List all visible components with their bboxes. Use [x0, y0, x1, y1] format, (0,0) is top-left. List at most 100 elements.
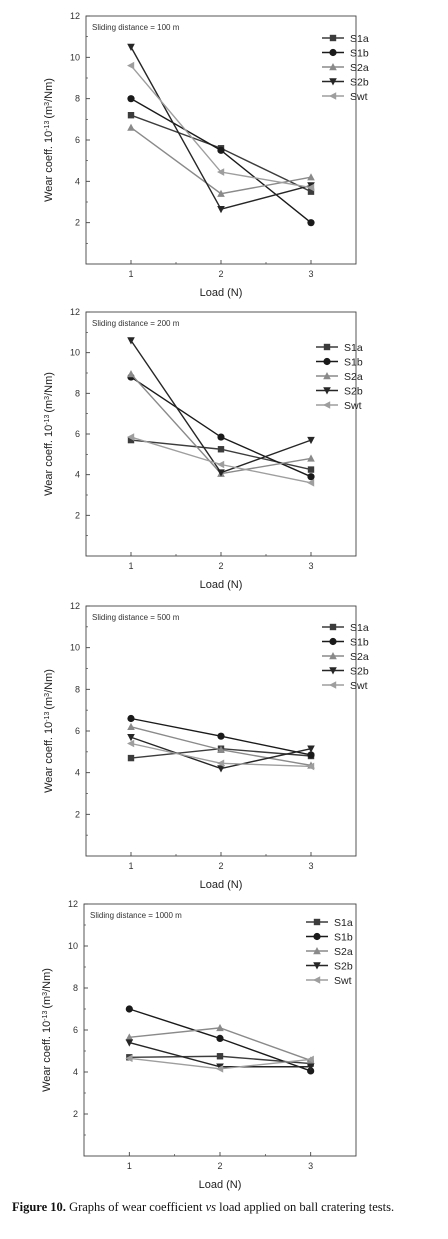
legend-marker-S1b	[313, 932, 321, 941]
series-line-S2b	[130, 340, 312, 474]
sliding-distance-annotation: Sliding distance = 100 m	[92, 23, 180, 32]
y-tick-label: 8	[75, 388, 80, 398]
legend-label-S1b: S1b	[334, 932, 353, 944]
series-line-S1b	[130, 98, 312, 224]
legend-marker-S2b	[323, 387, 331, 395]
data-point-S2a	[127, 722, 135, 731]
legend-label-S2b: S2b	[334, 961, 353, 973]
legend-marker-Swt	[329, 92, 337, 100]
y-tick-label: 4	[75, 176, 80, 186]
legend-marker-S1b	[323, 357, 331, 366]
sliding-distance-annotation: Sliding distance = 1000 m	[90, 911, 182, 920]
x-tick-label: 1	[128, 861, 133, 871]
data-point-S2b	[217, 206, 225, 214]
legend-label-S1b: S1b	[344, 357, 363, 369]
data-point-S1b	[217, 146, 225, 154]
data-point-S1b	[216, 1034, 224, 1042]
data-point-Swt	[217, 460, 225, 469]
data-point-Swt	[306, 1055, 314, 1064]
legend-marker-S2b	[329, 78, 337, 86]
legend-label-S1b: S1b	[350, 637, 369, 649]
x-tick-label: 3	[308, 269, 313, 279]
data-point-S2a	[127, 370, 135, 378]
data-point-Swt	[125, 1054, 133, 1063]
x-tick-label: 3	[308, 1161, 313, 1171]
legend-marker-S1a	[329, 623, 337, 631]
y-tick-label: 6	[75, 429, 80, 439]
data-point-S1a	[127, 436, 135, 444]
chart-legend: S1a S1b S2a S2b Swt	[306, 917, 353, 987]
y-tick-label: 12	[70, 601, 80, 611]
legend-marker-S1a	[323, 343, 331, 351]
legend-marker-Swt	[313, 976, 321, 984]
y-tick-label: 12	[68, 899, 78, 909]
data-point-S2b	[125, 1039, 134, 1047]
data-point-S2b	[217, 469, 225, 477]
caption-label: Figure 10.	[12, 1200, 66, 1214]
y-axis-title: Wear coeff. 10-13(m3/Nm)	[43, 372, 55, 496]
legend-marker-S1b	[329, 48, 337, 57]
data-point-Swt	[217, 168, 225, 176]
legend-label-S2a: S2a	[350, 651, 369, 663]
data-point-S1b	[307, 1067, 315, 1075]
data-point-S1a	[217, 446, 225, 453]
sliding-distance-annotation: Sliding distance = 200 m	[92, 319, 180, 328]
data-point-S1a	[307, 188, 315, 195]
data-point-S2a	[307, 454, 315, 462]
data-point-S2a	[216, 1023, 224, 1032]
data-point-S1b	[307, 219, 315, 227]
legend-label-S2b: S2b	[344, 386, 363, 398]
figure-caption: Figure 10. Graphs of wear coefficient vs…	[12, 1200, 440, 1215]
data-point-S1b	[127, 95, 135, 103]
data-point-Swt	[127, 739, 135, 748]
data-point-S1b	[307, 751, 315, 759]
y-axis-title: Wear coeff. 10-13(m3/Nm)	[43, 78, 55, 202]
x-tick-label: 2	[218, 861, 223, 871]
legend-label-S1b: S1b	[350, 48, 369, 60]
y-tick-label: 10	[70, 52, 80, 62]
y-tick-label: 10	[70, 348, 80, 358]
data-point-S2a	[217, 189, 225, 197]
data-point-S1b	[217, 732, 225, 740]
chart-legend: S1a S1b S2a S2b Swt	[322, 622, 369, 692]
x-tick-label: 1	[127, 1161, 132, 1171]
y-tick-label: 12	[70, 307, 80, 317]
y-tick-label: 6	[75, 135, 80, 145]
series-line-Swt	[130, 65, 312, 189]
y-tick-label: 8	[75, 94, 80, 104]
x-tick-label: 3	[308, 561, 313, 571]
data-point-S1a	[216, 1053, 224, 1060]
y-tick-label: 2	[75, 218, 80, 228]
data-point-Swt	[307, 479, 315, 487]
data-point-S1b	[125, 1005, 133, 1013]
legend-label-S2a: S2a	[344, 371, 363, 383]
series-line-S1b	[130, 376, 312, 478]
data-point-Swt	[217, 759, 225, 768]
x-tick-label: 1	[128, 269, 133, 279]
legend-marker-Swt	[323, 401, 331, 409]
data-point-Swt	[127, 433, 135, 441]
y-tick-label: 12	[70, 11, 80, 21]
x-axis-title: Load (N)	[200, 879, 243, 891]
series-line-S2a	[130, 373, 312, 475]
x-axis-title: Load (N)	[200, 287, 243, 299]
data-point-S2b	[306, 1063, 315, 1071]
plot-frame	[85, 15, 357, 265]
caption-text-pre: Graphs of wear coefficient	[65, 1200, 206, 1214]
series-line-S2b	[130, 46, 312, 211]
y-tick-label: 2	[73, 1109, 78, 1119]
y-axis-title: Wear coeff. 10-13(m3/Nm)	[41, 968, 53, 1092]
y-tick-label: 8	[75, 684, 80, 694]
x-axis-title: Load (N)	[200, 579, 243, 591]
legend-marker-Swt	[329, 681, 337, 689]
y-tick-label: 4	[75, 768, 80, 778]
y-tick-label: 8	[73, 983, 78, 993]
y-tick-label: 10	[68, 941, 78, 951]
legend-label-Swt: Swt	[350, 91, 368, 103]
y-tick-label: 4	[75, 470, 80, 480]
legend-label-Swt: Swt	[344, 400, 362, 412]
data-point-S2b	[307, 436, 315, 445]
